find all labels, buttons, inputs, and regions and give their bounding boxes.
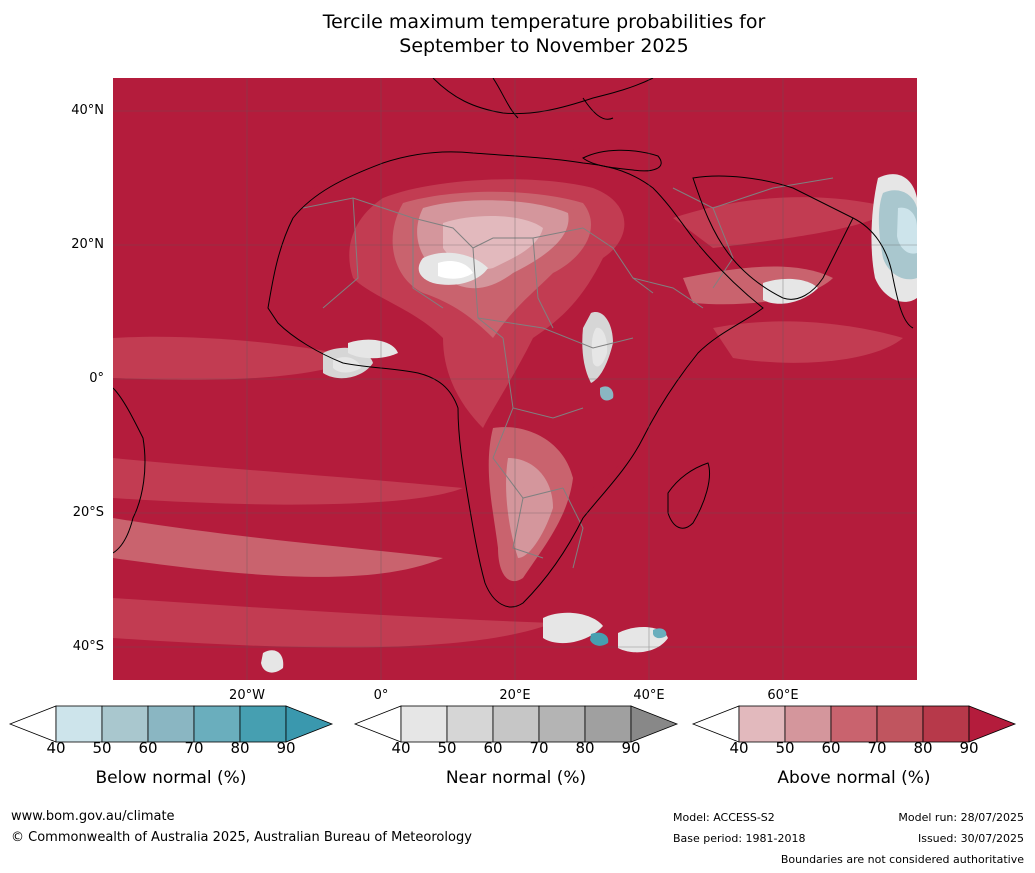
legend-below-bin-60-70: [147, 705, 195, 743]
footer-issued: Issued: 30/07/2025: [917, 832, 1024, 845]
legend-near-bin-50-60: [446, 705, 494, 743]
legend-below-tick: 70: [184, 739, 204, 757]
legend-near-extend-low: [353, 705, 402, 743]
title-line-2: September to November 2025: [399, 35, 689, 57]
country-borders: [302, 177, 834, 569]
legend-above-bin-70-80: [876, 705, 924, 743]
legend-near-bin-40-50: [400, 705, 448, 743]
legend-below-bin-80-90: [239, 705, 287, 743]
legend-above-tick: 70: [867, 739, 887, 757]
legend-below-bin-50-60: [101, 705, 149, 743]
legend-below-tick: 90: [276, 739, 296, 757]
chart-title: Tercile maximum temperature probabilitie…: [0, 10, 1035, 58]
above-normal-zones: [113, 179, 903, 648]
legend-near-tick: 70: [529, 739, 549, 757]
legend-below-tick: 40: [46, 739, 66, 757]
legend-near-title: Near normal (%): [445, 768, 587, 788]
legend-near-tick: 40: [391, 739, 411, 757]
legend-above-bin-80-90: [922, 705, 970, 743]
legend-above-bin-40-50: [738, 705, 786, 743]
legend-above-tick: 60: [821, 739, 841, 757]
legend-above-tick: 90: [959, 739, 979, 757]
below-normal-zones: [590, 190, 917, 646]
footer-model: Model: ACCESS-S2: [673, 811, 775, 824]
legend-below-extend-high: [285, 705, 334, 743]
lat-label-20s: 20°S: [72, 505, 104, 520]
legend-near-bin-60-70: [492, 705, 540, 743]
legend-below-bin-40-50: [55, 705, 103, 743]
lat-label-40s: 40°S: [72, 639, 104, 654]
lat-label-20n: 20°N: [71, 237, 104, 252]
footer-copyright: © Commonwealth of Australia 2025, Austra…: [11, 830, 472, 845]
legend-above-extend-high: [968, 705, 1017, 743]
legend-above-bin-50-60: [784, 705, 832, 743]
legend-above-title: Above normal (%): [777, 768, 931, 788]
legend-above-tick: 40: [729, 739, 749, 757]
legend-near-tick: 50: [437, 739, 457, 757]
title-line-1: Tercile maximum temperature probabilitie…: [322, 11, 766, 33]
legend-above-tick: 80: [913, 739, 933, 757]
legend-below-tick: 80: [230, 739, 250, 757]
legend-below-normal: [8, 705, 334, 743]
lon-label-0: 0°: [373, 688, 389, 703]
legend-near-bin-70-80: [538, 705, 586, 743]
lon-label-20w: 20°W: [229, 688, 265, 703]
legend-below-tick: 60: [138, 739, 158, 757]
legend-near-extend-high: [630, 705, 679, 743]
legend-above-tick: 50: [775, 739, 795, 757]
legend-below-bin-70-80: [193, 705, 241, 743]
lat-label-40n: 40°N: [71, 103, 104, 118]
footer-website-link[interactable]: www.bom.gov.au/climate: [11, 809, 175, 824]
legend-near-tick: 60: [483, 739, 503, 757]
legend-near-tick: 80: [575, 739, 595, 757]
footer-base-period: Base period: 1981-2018: [673, 832, 806, 845]
footer-disclaimer: Boundaries are not considered authoritat…: [780, 853, 1024, 866]
footer-model-run: Model run: 28/07/2025: [898, 811, 1024, 824]
graticule: [113, 78, 917, 680]
lat-label-equator: 0°: [89, 371, 104, 386]
legend-above-bin-60-70: [830, 705, 878, 743]
legend-below-extend-low: [8, 705, 57, 743]
legend-near-tick: 90: [621, 739, 641, 757]
legend-above-normal: [691, 705, 1017, 743]
lon-label-40e: 40°E: [633, 688, 665, 703]
coastlines: [113, 78, 914, 608]
legend-near-bin-80-90: [584, 705, 632, 743]
lon-label-60e: 60°E: [767, 688, 799, 703]
legend-below-title: Below normal (%): [95, 768, 247, 788]
legend-below-tick: 50: [92, 739, 112, 757]
lon-label-20e: 20°E: [499, 688, 531, 703]
legend-above-extend-low: [691, 705, 740, 743]
legend-near-normal: [353, 705, 679, 743]
probability-map: [113, 78, 917, 680]
